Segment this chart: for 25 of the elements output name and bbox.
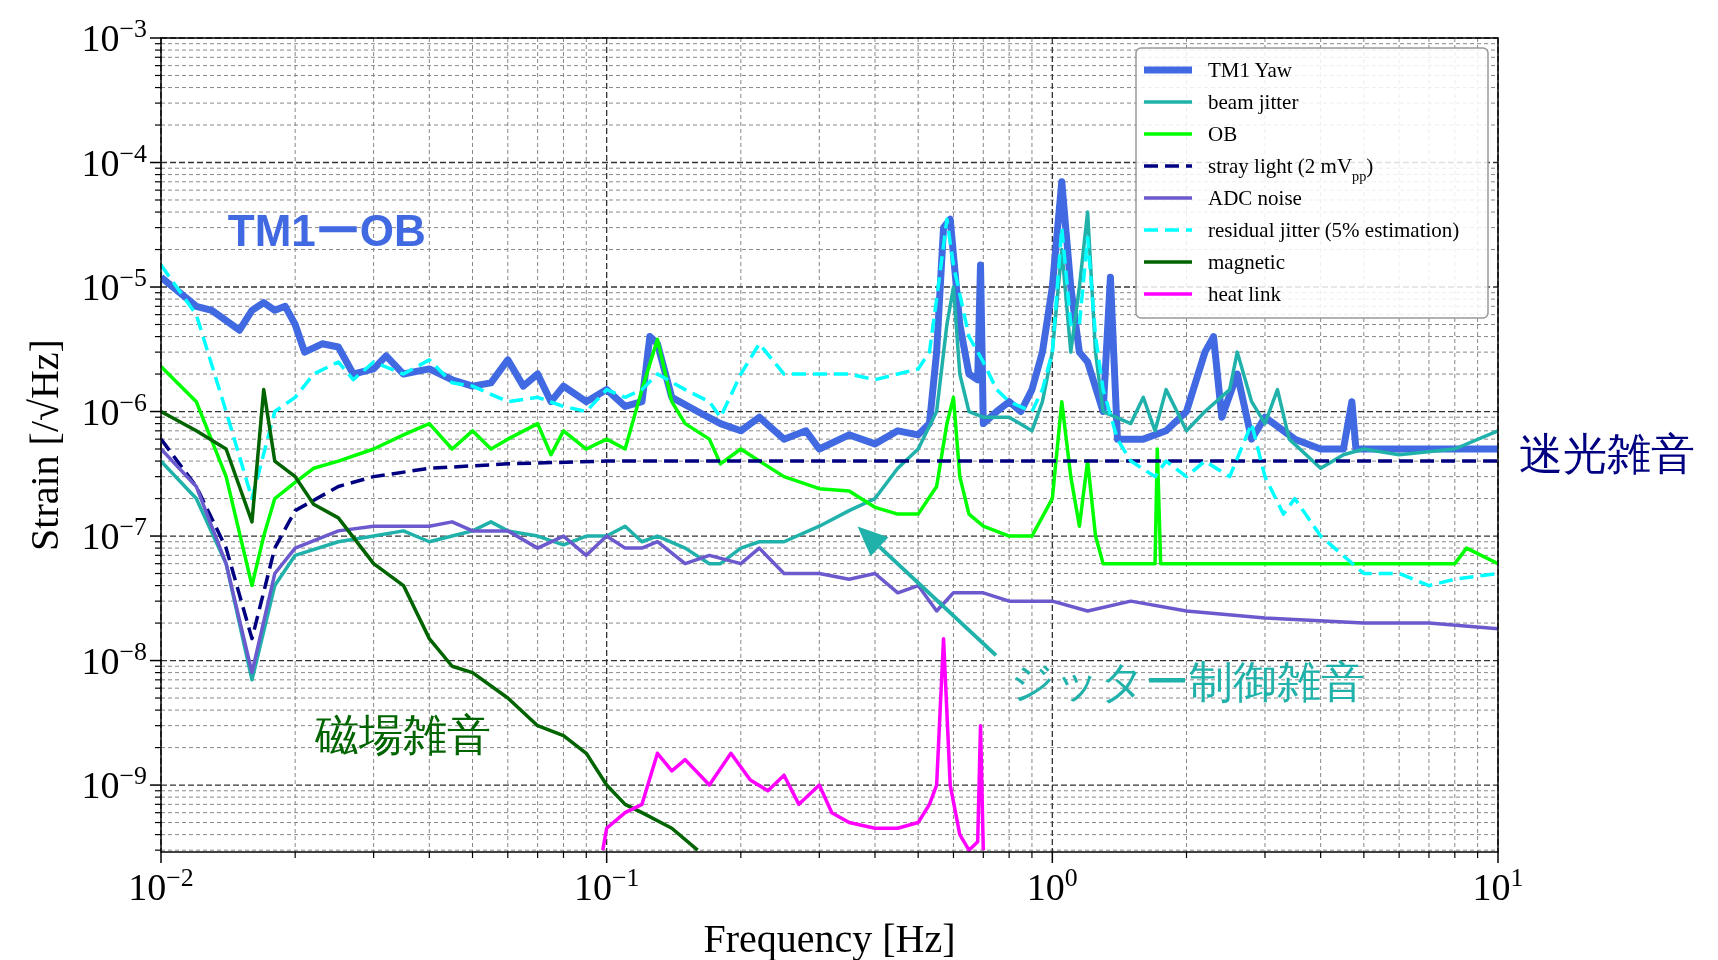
legend-label: beam jitter — [1208, 90, 1299, 114]
x-tick-label: 10$^{−1}$ — [573, 862, 640, 908]
annotation: 磁場雑音 — [313, 710, 491, 760]
y-tick-label: 10$^{−4}$ — [81, 138, 148, 184]
annotation: TM1ーOB — [227, 205, 426, 255]
y-tick-label: 10$^{−9}$ — [81, 760, 147, 807]
y-tick-label: 10$^{−6}$ — [81, 387, 148, 433]
annotation: ジッター制御雑音 — [1009, 657, 1365, 707]
text: 迷光雑音 — [1519, 429, 1696, 479]
legend-label: TM1 Yaw — [1208, 58, 1293, 82]
y-tick-label: 10$^{−7}$ — [81, 511, 148, 558]
x-axis-title: Frequency [Hz] — [703, 916, 956, 960]
legend-label: OB — [1208, 122, 1238, 146]
y-axis-title: Strain [/√Hz] — [22, 339, 67, 551]
y-tick-label: 10$^{−5}$ — [81, 262, 147, 309]
x-tick-label: 10$^{1}$ — [1472, 862, 1524, 908]
y-tick-label: 10$^{−8}$ — [81, 636, 147, 682]
legend-label: heat link — [1208, 282, 1282, 306]
legend-label: residual jitter (5% estimation) — [1208, 218, 1460, 242]
legend-label: magnetic — [1208, 250, 1285, 274]
x-tick-label: 10$^{0}$ — [1026, 862, 1078, 908]
x-tick-label: 10$^{−2}$ — [128, 862, 194, 908]
legend-label: stray light (2 mV$_{pp}$) — [1208, 154, 1374, 184]
legend-label: ADC noise — [1208, 186, 1302, 210]
y-tick-label: 10$^{−3}$ — [81, 13, 147, 59]
